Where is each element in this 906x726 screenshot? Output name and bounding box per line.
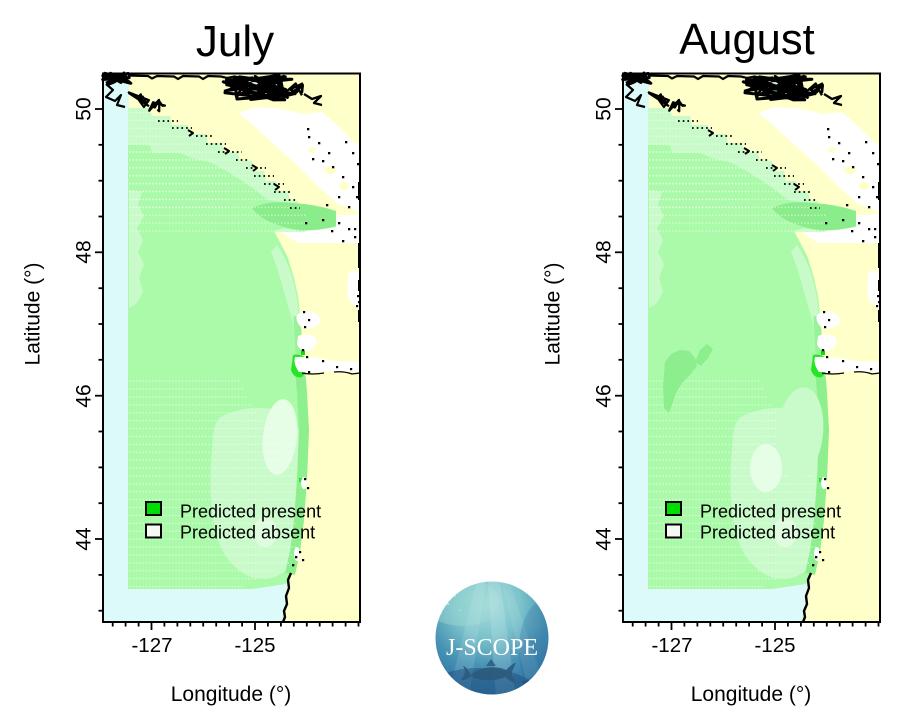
svg-text:J-SCOPE: J-SCOPE [446, 635, 538, 661]
svg-text:August: August [679, 16, 814, 64]
svg-text:July: July [196, 17, 274, 66]
